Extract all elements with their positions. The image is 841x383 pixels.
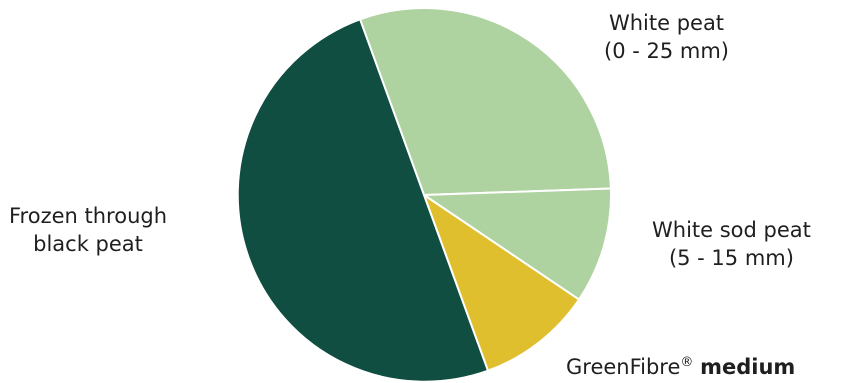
label-white-peat: White peat (0 - 25 mm)	[604, 9, 729, 65]
label-frozen-line1: Frozen through	[9, 202, 167, 230]
label-frozen-line2: black peat	[9, 230, 167, 258]
label-greenfibre-medium: GreenFibre® medium	[566, 349, 795, 381]
label-white-sod-peat-line1: White sod peat	[652, 216, 811, 244]
label-white-sod-peat: White sod peat (5 - 15 mm)	[652, 216, 811, 272]
label-white-peat-line2: (0 - 25 mm)	[604, 37, 729, 65]
label-greenfibre-name: GreenFibre	[566, 355, 680, 379]
label-white-peat-line1: White peat	[604, 9, 729, 37]
label-frozen-black-peat: Frozen through black peat	[9, 202, 167, 258]
registered-mark: ®	[680, 355, 693, 370]
label-white-sod-peat-line2: (5 - 15 mm)	[652, 244, 811, 272]
label-greenfibre-suffix: medium	[700, 355, 795, 379]
